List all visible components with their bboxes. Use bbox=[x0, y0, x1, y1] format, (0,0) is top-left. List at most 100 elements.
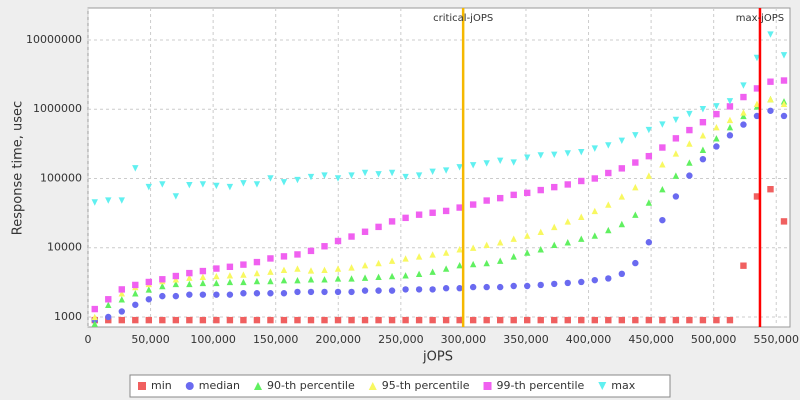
point bbox=[740, 262, 747, 269]
legend-label: min bbox=[151, 379, 172, 392]
point bbox=[496, 316, 504, 324]
point bbox=[672, 135, 680, 142]
point bbox=[375, 316, 382, 324]
point bbox=[429, 286, 436, 293]
point bbox=[159, 316, 166, 324]
point bbox=[294, 176, 301, 184]
point bbox=[578, 177, 585, 185]
point bbox=[767, 95, 774, 103]
point bbox=[368, 382, 377, 390]
x-tick-label: 150,000 bbox=[253, 333, 299, 346]
point bbox=[645, 172, 653, 179]
point bbox=[686, 159, 693, 166]
point bbox=[118, 197, 125, 204]
y-tick-label: 1000000 bbox=[33, 102, 82, 115]
point bbox=[415, 253, 423, 260]
point bbox=[199, 291, 207, 298]
point bbox=[618, 316, 626, 324]
point bbox=[537, 228, 544, 235]
point bbox=[280, 316, 288, 324]
point bbox=[753, 100, 761, 107]
point bbox=[294, 265, 301, 272]
point bbox=[483, 316, 490, 324]
point bbox=[618, 220, 626, 228]
point bbox=[361, 169, 369, 177]
point bbox=[118, 286, 125, 293]
point bbox=[699, 146, 707, 153]
point bbox=[456, 285, 463, 292]
point bbox=[321, 266, 328, 273]
point bbox=[118, 296, 125, 303]
point bbox=[510, 191, 517, 199]
annotation-label: max-jOPS bbox=[736, 13, 784, 24]
point bbox=[118, 316, 125, 324]
point bbox=[375, 287, 382, 294]
legend-label: max bbox=[611, 379, 635, 392]
point bbox=[253, 316, 261, 324]
point bbox=[605, 275, 612, 282]
y-axis-title: Response time, usec bbox=[11, 101, 26, 235]
point bbox=[402, 173, 409, 181]
point bbox=[145, 286, 153, 293]
point bbox=[591, 207, 598, 215]
point bbox=[348, 275, 355, 282]
point bbox=[672, 172, 680, 179]
x-tick-label: 400,000 bbox=[566, 333, 612, 346]
point bbox=[632, 259, 639, 267]
point bbox=[645, 126, 653, 134]
point bbox=[240, 261, 247, 268]
point bbox=[402, 272, 409, 279]
point bbox=[186, 274, 193, 281]
point bbox=[375, 259, 382, 267]
point bbox=[632, 159, 639, 166]
point bbox=[186, 316, 193, 324]
point bbox=[105, 197, 112, 204]
point bbox=[388, 218, 396, 225]
point bbox=[375, 171, 382, 178]
point bbox=[105, 296, 112, 303]
point bbox=[740, 93, 747, 101]
point bbox=[713, 316, 720, 324]
point bbox=[145, 296, 153, 303]
point bbox=[767, 31, 774, 38]
point bbox=[253, 258, 261, 266]
point bbox=[145, 316, 153, 324]
point bbox=[672, 193, 680, 200]
point bbox=[537, 186, 544, 194]
point bbox=[361, 316, 369, 324]
point bbox=[524, 282, 531, 290]
point bbox=[672, 316, 680, 324]
point bbox=[686, 110, 693, 118]
point bbox=[253, 269, 261, 277]
point bbox=[145, 278, 153, 286]
point bbox=[185, 382, 194, 390]
point bbox=[226, 316, 234, 324]
point bbox=[91, 199, 98, 206]
point bbox=[645, 199, 653, 206]
point bbox=[578, 235, 585, 242]
point bbox=[267, 290, 274, 297]
point bbox=[199, 279, 207, 287]
point bbox=[132, 165, 139, 172]
point bbox=[496, 283, 504, 291]
point bbox=[361, 261, 369, 269]
point bbox=[699, 132, 707, 139]
point bbox=[186, 181, 193, 189]
point bbox=[118, 290, 125, 297]
point bbox=[645, 239, 653, 246]
point bbox=[726, 98, 734, 105]
point bbox=[213, 316, 220, 324]
point bbox=[469, 283, 477, 291]
point bbox=[334, 288, 342, 296]
point bbox=[564, 279, 571, 287]
point bbox=[686, 126, 693, 134]
point bbox=[388, 257, 396, 264]
point bbox=[618, 165, 626, 172]
x-tick-label: 0 bbox=[85, 333, 92, 346]
point bbox=[334, 265, 342, 272]
point bbox=[753, 85, 761, 92]
point bbox=[226, 291, 234, 298]
x-axis-title: jOPS bbox=[422, 350, 453, 365]
point bbox=[618, 193, 626, 200]
